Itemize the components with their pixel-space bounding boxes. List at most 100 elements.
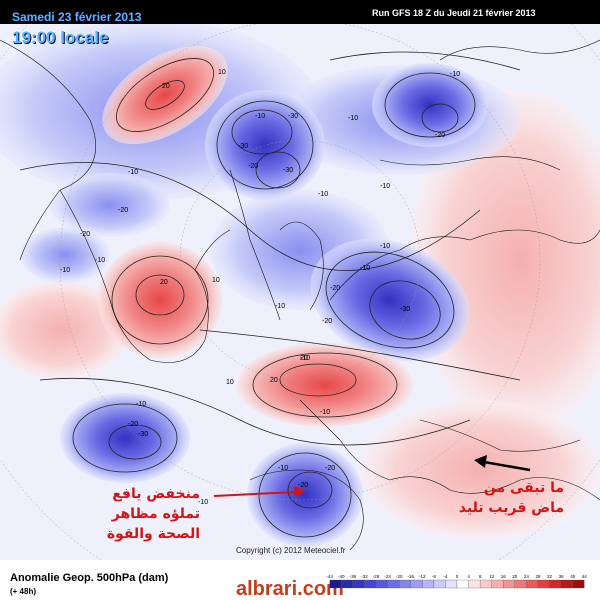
positive-anomaly-atlantic: [237, 343, 413, 427]
annotation-right: ما تبقى من ماض قريب تليد: [458, 480, 564, 516]
colorbar-swatch: [410, 579, 423, 589]
negative-anomaly-siberia: [372, 63, 488, 147]
colorbar-tick-label: -28: [373, 574, 380, 579]
map-label: -10: [320, 409, 330, 416]
colorbar-swatch: [503, 579, 516, 589]
colorbar-swatch: [514, 579, 527, 589]
map-label: 20: [162, 83, 170, 90]
map-label: -10: [128, 169, 138, 176]
colorbar-tick-label: -36: [350, 574, 357, 579]
positive-anomaly-pacific: [102, 45, 228, 145]
map-label: -10: [275, 303, 285, 310]
map-label: -10: [380, 243, 390, 250]
red-arrowhead-icon: [294, 486, 306, 497]
colorbar-tick-label: 12: [489, 574, 495, 579]
map-label: -10: [95, 257, 105, 264]
colorbar-tick-label: -16: [407, 574, 414, 579]
colorbar-swatch: [352, 579, 365, 589]
map-label: 20: [160, 279, 168, 286]
contour-lines: [19, 51, 521, 538]
colorbar: -44 -40 -36 -32 -28 -24 -20 -16 -12 -8 -4 0 4 8 12 16 20…: [327, 574, 588, 589]
negative-anomaly-arctic: [205, 90, 325, 200]
colorbar-swatch: [526, 579, 539, 589]
anomaly-map: 20 10 -10 -10 -30 -30 -20 -30 -10 -20 -1…: [0, 24, 600, 560]
negative-anomaly-alaska: [50, 173, 170, 237]
coastlines: [0, 39, 600, 551]
colorbar-swatch: [491, 579, 504, 589]
colorbar-tick-label: -32: [361, 574, 368, 579]
colorbar-tick-label: 8: [479, 574, 482, 579]
colorbar-tick-label: 36: [559, 574, 565, 579]
map-label: -20: [80, 231, 90, 238]
colorbar-tick-label: -4: [443, 574, 447, 579]
annotation-left: منخفض يافع تملؤه مظاهر الصحة والقوة: [106, 486, 200, 542]
map-label: -20: [298, 482, 308, 489]
colorbar-tick-label: 16: [501, 574, 507, 579]
anomaly-light-red-southwest: [0, 280, 130, 380]
colorbar-tick-label: -24: [384, 574, 391, 579]
colorbar-tick-label: 28: [535, 574, 541, 579]
map-label: -20: [325, 465, 335, 472]
colorbar-tick-label: -40: [338, 574, 345, 579]
black-arrow-line: [483, 460, 531, 472]
map-label: -20: [128, 421, 138, 428]
map-label: -10: [60, 267, 70, 274]
map-label: 20: [300, 355, 308, 362]
colorbar-swatch: [445, 579, 458, 589]
map-label: -10: [300, 355, 310, 362]
colorbar-tick-label: 40: [570, 574, 576, 579]
map-label: 10: [212, 277, 220, 284]
map-label: -20: [435, 132, 445, 139]
black-arrowhead-icon: [474, 455, 487, 468]
negative-anomaly-northeast-pacific: [20, 227, 110, 283]
colorbar-tick-label: 24: [524, 574, 530, 579]
header-bar: [0, 0, 600, 24]
map-label: -10: [198, 499, 208, 506]
anomaly-light-red-southeast: [360, 400, 600, 540]
colorbar-tick-label: 44: [582, 574, 588, 579]
contour-labels: 20 10 -10 -10 -30 -30 -20 -30 -10 -20 -1…: [60, 69, 460, 506]
colorbar-swatch: [329, 579, 342, 589]
colorbar-swatch: [364, 579, 377, 589]
map-label: -10: [348, 115, 358, 122]
map-label: 10: [218, 69, 226, 76]
colorbar-swatch: [399, 579, 411, 589]
map-label: 10: [226, 379, 234, 386]
red-arrow-line: [213, 491, 297, 497]
anomaly-light-red-east: [410, 90, 600, 430]
forecast-time: 19:00 locale: [12, 28, 109, 47]
forecast-step: (+ 48h): [10, 587, 37, 596]
colorbar-swatch: [468, 579, 481, 589]
colorbar-tick-label: -8: [432, 574, 436, 579]
copyright: Copyright (c) 2012 Meteociel.fr: [236, 546, 346, 555]
map-label: -20: [118, 207, 128, 214]
map-label: -10: [278, 465, 288, 472]
colorbar-swatch: [433, 579, 446, 589]
colorbar-tick-label: 32: [547, 574, 553, 579]
colorbar-tick-label: 0: [456, 574, 459, 579]
watermark: albrari.com: [236, 578, 344, 600]
colorbar-swatch: [572, 579, 585, 589]
colorbar-tick-label: -44: [327, 574, 334, 579]
colorbar-swatch: [375, 579, 388, 589]
colorbar-swatch: [560, 579, 573, 589]
map-label: 20: [270, 377, 278, 384]
colorbar-swatch: [456, 579, 469, 589]
colorbar-swatch: [479, 579, 492, 589]
colorbar-tick-label: -12: [419, 574, 426, 579]
colorbar-swatch: [387, 579, 400, 589]
colorbar-tick-label: 4: [467, 574, 470, 579]
negative-anomaly-west-atlantic: [60, 393, 190, 483]
map-label: -20: [248, 163, 258, 170]
colorbar-swatch: [537, 579, 550, 589]
forecast-date: Samedi 23 février 2013: [12, 10, 142, 24]
graticule: [0, 24, 600, 560]
annotation-arrows: [213, 455, 531, 497]
map-label: -10: [450, 71, 460, 78]
map-label: -30: [288, 113, 298, 120]
map-label: -30: [138, 431, 148, 438]
map-label: -30: [400, 306, 410, 313]
negative-anomaly-scandinavia: [310, 238, 470, 362]
colorbar-swatch: [341, 579, 354, 589]
